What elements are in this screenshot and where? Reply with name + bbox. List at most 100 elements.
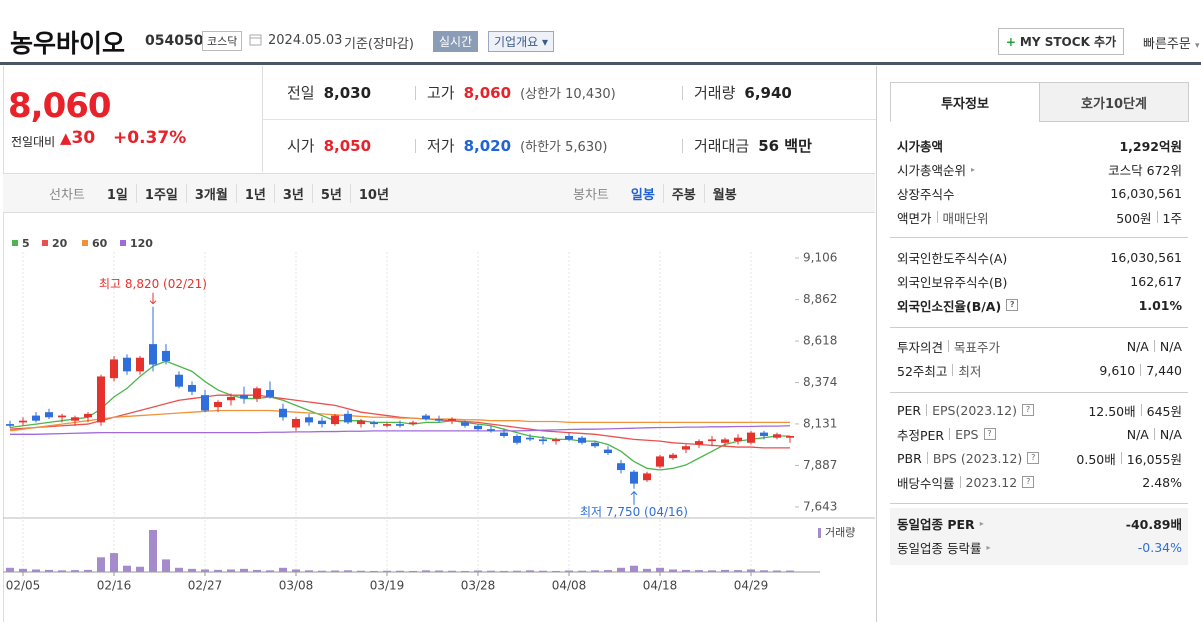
period-bar: 선차트 1일 1주일 3개월 1년 3년 5년 10년 봉차트 일봉 주봉 월봉 <box>3 173 875 213</box>
market-badge: 코스닥 <box>202 31 243 51</box>
side-tab[interactable]: 투자정보 <box>890 82 1040 122</box>
help-icon[interactable]: ? <box>1021 404 1034 416</box>
period-tab[interactable]: 일봉 <box>630 188 655 203</box>
line-periods: 선차트 1일 1주일 3개월 1년 3년 5년 10년 <box>41 184 397 203</box>
volume-bar <box>227 569 235 572</box>
label-part: 배당수익률 <box>897 475 955 491</box>
y-tick-label: 8,374 <box>803 375 837 389</box>
order-label: 빠른주문 <box>1143 37 1191 52</box>
candle-body <box>45 412 53 418</box>
current-price: 8,060 <box>8 86 112 126</box>
candle-body <box>266 390 274 397</box>
legend-label: 20 <box>52 237 68 250</box>
label-part: 액면가 <box>897 210 932 226</box>
period-tab[interactable]: 1년 <box>235 184 274 203</box>
info-value: N/A N/A <box>1127 339 1182 354</box>
period-tab[interactable]: 1주일 <box>135 184 186 203</box>
info-label: 시가총액순위 ▸ <box>897 160 975 179</box>
quote-label: 거래량 <box>694 84 736 102</box>
candle-body <box>162 350 170 362</box>
candle-body <box>695 441 703 445</box>
label-part: 외국인소진율(B/A) <box>897 298 1002 314</box>
period-tab[interactable]: 5년 <box>311 184 350 203</box>
separator <box>1153 340 1155 352</box>
volume-bar <box>110 553 118 572</box>
mystock-label: MY STOCK 추가 <box>1019 35 1117 49</box>
info-row: 상장주식수 16,030,561 <box>890 181 1182 205</box>
help-icon[interactable]: ? <box>983 428 996 440</box>
volume-bar <box>201 569 209 572</box>
volume-bar <box>617 567 625 572</box>
change-pct: +0.37% <box>113 128 187 148</box>
candle-body <box>383 424 391 426</box>
candle-body <box>279 408 287 418</box>
separator <box>948 340 950 352</box>
company-dropdown[interactable]: 기업개요 ▾ <box>488 31 555 52</box>
volume-bar <box>240 568 248 572</box>
period-tab[interactable]: 월봉 <box>703 184 745 203</box>
realtime-button[interactable]: 실시간 <box>433 31 479 52</box>
separator <box>1153 428 1155 440</box>
volume-bar <box>630 565 638 572</box>
candle-body <box>500 432 508 436</box>
candle-body <box>370 422 378 425</box>
info-row: 시가총액 1,292억원 <box>890 133 1182 157</box>
value-part: 16,030,561 <box>1110 249 1182 265</box>
label-part: 52주최고 <box>897 363 948 379</box>
candle-body <box>58 415 66 418</box>
help-icon[interactable]: ? <box>1022 476 1035 488</box>
period-tab[interactable]: 주봉 <box>662 184 704 203</box>
candle-body <box>253 388 261 399</box>
candle-body <box>175 374 183 387</box>
help-icon[interactable]: ? <box>1027 452 1040 464</box>
info-value: 9,610 7,440 <box>1099 363 1182 378</box>
value-part: 645원 <box>1146 403 1182 419</box>
x-tick-label: 02/16 <box>97 579 132 593</box>
volume-bar <box>721 569 729 572</box>
volume-bar <box>370 570 378 572</box>
legend-label: 120 <box>130 237 153 250</box>
order-dropdown[interactable]: 빠른주문 ▾ <box>1143 37 1200 52</box>
period-tab[interactable]: 3년 <box>273 184 312 203</box>
volume-bar <box>214 569 222 572</box>
calendar-icon <box>249 34 262 46</box>
low-arrow <box>630 491 638 505</box>
period-tab[interactable]: 10년 <box>349 184 397 203</box>
candle-body <box>734 437 742 442</box>
period-tab[interactable]: 3개월 <box>185 184 236 203</box>
mystock-button[interactable]: + MY STOCK 추가 <box>998 28 1124 55</box>
side-tab[interactable]: 호가10단계 <box>1039 82 1189 122</box>
x-tick-label: 02/05 <box>6 579 41 593</box>
volume-bar <box>123 565 131 572</box>
candle-body <box>487 429 495 431</box>
volume-bar <box>786 570 794 572</box>
quote-cell: 고가 8,060 (상한가 10,430) <box>415 82 616 103</box>
label-part: 목표주가 <box>954 339 1001 355</box>
volume-bar <box>656 567 664 572</box>
volume-bar <box>253 569 261 572</box>
info-value: 1,292억원 <box>1119 136 1182 155</box>
info-value: 0.50배 16,055원 <box>1076 449 1182 468</box>
candle-body <box>201 395 209 411</box>
volume-bar <box>487 570 495 572</box>
value-part: 코스닥 672위 <box>1108 162 1182 178</box>
info-value: 162,617 <box>1130 274 1182 289</box>
candle-body <box>643 473 651 481</box>
volume-bar <box>539 570 547 572</box>
y-tick-label: 9,106 <box>803 251 837 265</box>
volume-bar <box>279 567 287 572</box>
candle-body <box>682 446 690 450</box>
y-tick-label: 7,643 <box>803 499 837 513</box>
volume-bar <box>318 570 326 572</box>
value-part: 1,292억원 <box>1119 138 1182 154</box>
company-label: 기업개요 <box>494 35 539 49</box>
candle-body <box>19 420 27 423</box>
candle-body <box>292 418 300 428</box>
period-tab[interactable]: 1일 <box>106 188 128 203</box>
separator <box>1140 404 1142 416</box>
candle-body <box>71 417 79 421</box>
candle-body <box>539 439 547 442</box>
help-icon[interactable]: ? <box>1006 299 1019 311</box>
value-part: -40.89배 <box>1125 516 1182 532</box>
volume-bar <box>97 557 105 572</box>
